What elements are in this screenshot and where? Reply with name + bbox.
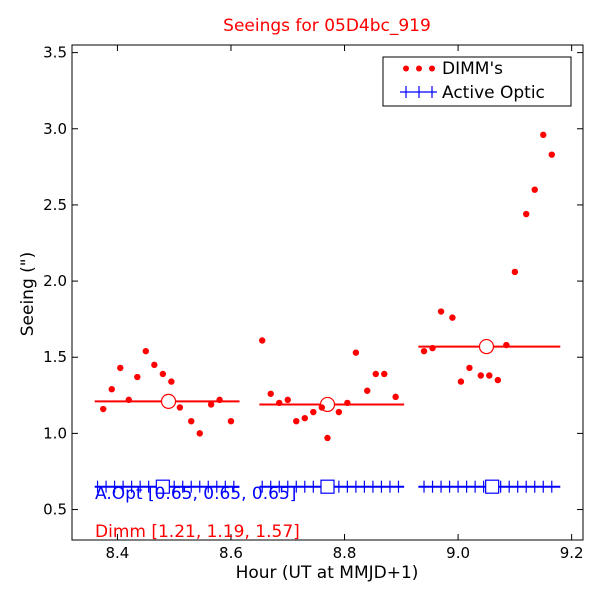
dimm-point <box>523 210 530 218</box>
dimm-point <box>511 268 519 276</box>
legend: DIMM's Active Optic <box>382 56 572 107</box>
dimm-point <box>259 337 266 344</box>
dimm-median-marker <box>160 393 177 409</box>
dimm-point <box>159 370 167 378</box>
y-tick-label: 1.0 <box>43 424 67 442</box>
dimm-point <box>494 376 502 384</box>
dimm-point <box>216 396 223 404</box>
dimm-point <box>392 393 399 401</box>
dimm-point <box>429 344 436 352</box>
dimm-point <box>284 396 291 404</box>
dimm-point <box>168 378 175 385</box>
legend-active-optic-label: Active Optic <box>442 83 545 103</box>
dimm-point <box>276 399 283 407</box>
dimm-point <box>207 401 215 408</box>
legend-dimm-label: DIMM's <box>442 59 503 79</box>
dimm-point <box>324 434 331 442</box>
dimm-point <box>457 378 465 385</box>
axis-ticks: 8.4 8.6 8.8 9.0 9.2 0.5 1.0 1.5 2.0 2.5 3.0 3.5 <box>43 44 583 562</box>
dimm-point <box>125 396 132 404</box>
dimm-point <box>310 408 317 416</box>
dimm-point <box>372 370 379 378</box>
y-axis-label: Seeing (") <box>18 252 38 337</box>
x-tick-label: 8.6 <box>219 544 243 562</box>
active-optic-median-marker <box>485 479 500 494</box>
dimm-point <box>466 364 473 372</box>
dimm-point <box>117 364 124 372</box>
dimm-point <box>352 349 360 356</box>
legend-active-optic-marker <box>400 86 437 98</box>
y-tick-label: 1.5 <box>43 348 67 366</box>
y-tick-label: 2.0 <box>43 272 67 290</box>
dimm-point <box>176 404 184 411</box>
dimm-point <box>364 387 371 394</box>
plot-area <box>94 131 561 494</box>
x-axis-label: Hour (UT at MMJD+1) <box>236 563 419 583</box>
active-optic-median-marker <box>155 479 170 494</box>
dimm-point <box>301 414 308 422</box>
y-tick-label: 3.0 <box>43 120 67 138</box>
dimm-point <box>437 308 445 315</box>
legend-box <box>382 56 572 107</box>
active-optic-annotation: A.Opt [0.65, 0.65, 0.65] <box>95 484 296 504</box>
axes-frame <box>71 44 584 541</box>
chart-title: Seeings for 05D4bc_919 <box>223 16 431 36</box>
y-tick-label: 0.5 <box>43 501 67 519</box>
dimm-point <box>293 418 300 425</box>
dimm-point <box>100 405 107 413</box>
dimm-point <box>188 418 195 425</box>
dimm-point <box>548 151 555 158</box>
dimm-point <box>344 399 351 407</box>
dimm-point <box>503 341 510 349</box>
dimm-point <box>420 347 428 355</box>
dimm-point <box>267 390 274 397</box>
dimm-point <box>335 408 343 416</box>
dimm-point <box>531 186 538 193</box>
y-tick-label: 3.5 <box>43 44 67 62</box>
x-tick-label: 9.2 <box>560 544 584 562</box>
dimm-point <box>196 430 203 437</box>
dimm-median-marker <box>478 338 495 355</box>
dimm-point <box>108 386 115 393</box>
dimm-point <box>477 372 484 379</box>
dimm-annotation: Dimm [1.21, 1.19, 1.57] <box>95 522 300 542</box>
dimm-point <box>134 373 141 381</box>
x-tick-label: 8.4 <box>105 544 129 562</box>
dimm-point <box>151 361 158 369</box>
x-tick-label: 8.8 <box>333 544 357 562</box>
x-tick-label: 9.0 <box>446 544 470 562</box>
legend-dimm-marker <box>403 65 435 72</box>
dimm-point <box>142 347 150 355</box>
dimm-point <box>318 404 326 411</box>
dimm-point <box>540 131 547 139</box>
dimm-point <box>227 418 235 425</box>
dimm-point <box>449 314 456 321</box>
dimm-point <box>381 370 388 378</box>
dimm-point <box>486 372 493 379</box>
y-tick-label: 2.5 <box>43 196 67 214</box>
active-optic-median-marker <box>320 479 335 494</box>
